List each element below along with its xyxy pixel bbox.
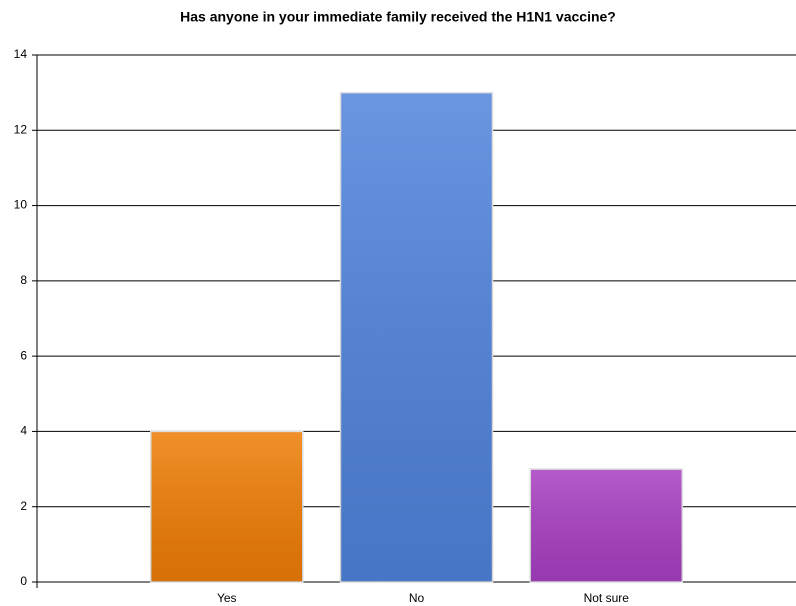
chart-title: Has anyone in your immediate family rece…	[180, 9, 616, 25]
y-tick-label: 6	[20, 348, 27, 362]
y-tick-label: 12	[14, 122, 28, 136]
x-tick-label: Yes	[217, 591, 237, 605]
x-tick-label: No	[409, 591, 425, 605]
y-tick-label: 10	[14, 198, 28, 212]
y-tick-label: 14	[14, 47, 28, 61]
y-tick-label: 0	[20, 574, 27, 588]
bar-shade	[340, 92, 493, 583]
y-tick-label: 2	[20, 499, 27, 513]
x-tick-label: Not sure	[584, 591, 630, 605]
y-tick-label: 8	[20, 273, 27, 287]
bar-shade	[150, 431, 303, 582]
bar-shade	[530, 469, 683, 582]
y-tick-label: 4	[20, 424, 27, 438]
